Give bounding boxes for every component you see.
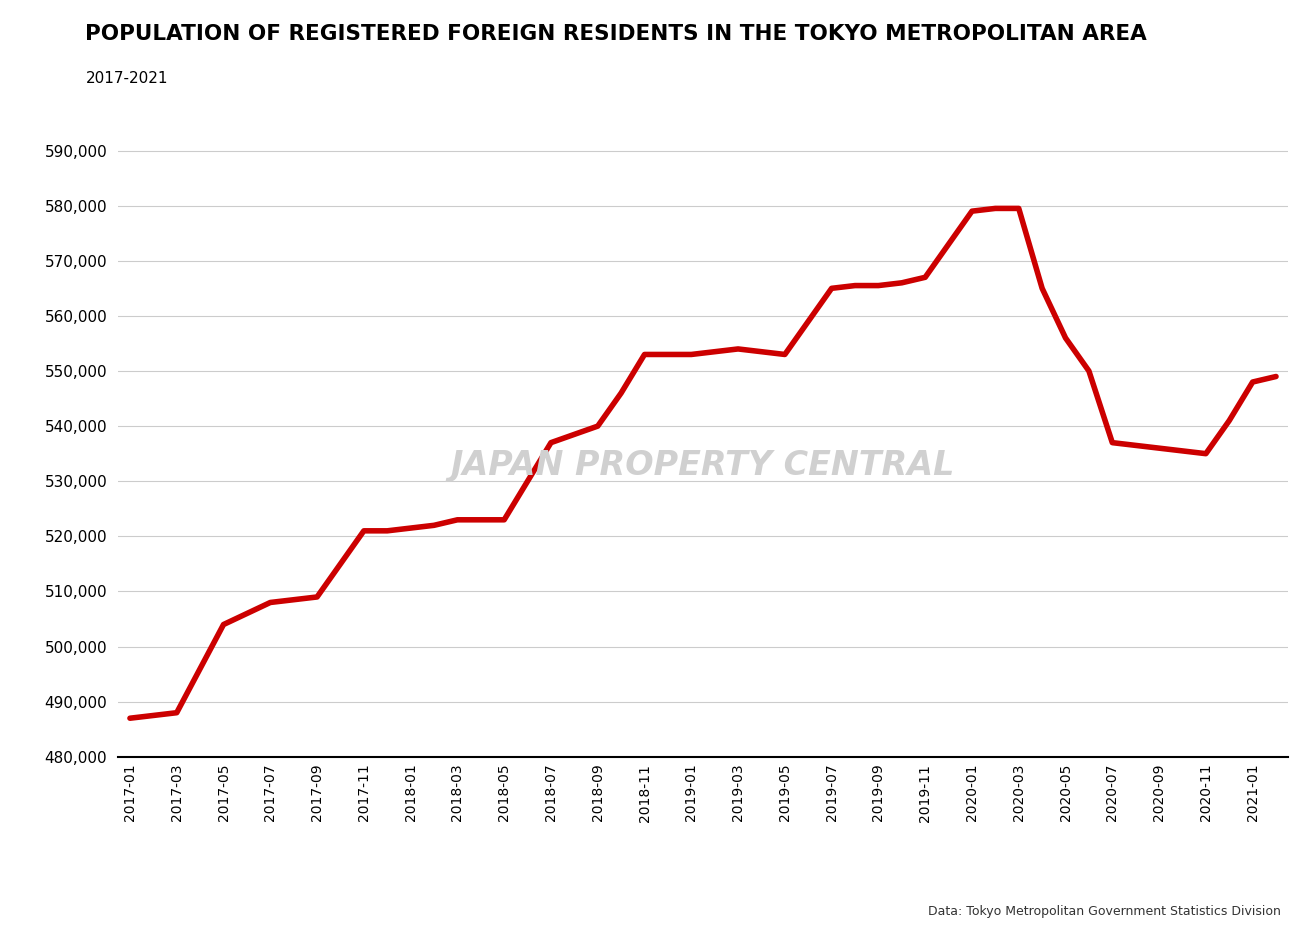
Text: JAPAN PROPERTY CENTRAL: JAPAN PROPERTY CENTRAL — [451, 448, 955, 482]
Text: 2017-2021: 2017-2021 — [85, 71, 168, 86]
Text: POPULATION OF REGISTERED FOREIGN RESIDENTS IN THE TOKYO METROPOLITAN AREA: POPULATION OF REGISTERED FOREIGN RESIDEN… — [85, 24, 1147, 44]
Text: Data: Tokyo Metropolitan Government Statistics Division: Data: Tokyo Metropolitan Government Stat… — [928, 904, 1281, 918]
